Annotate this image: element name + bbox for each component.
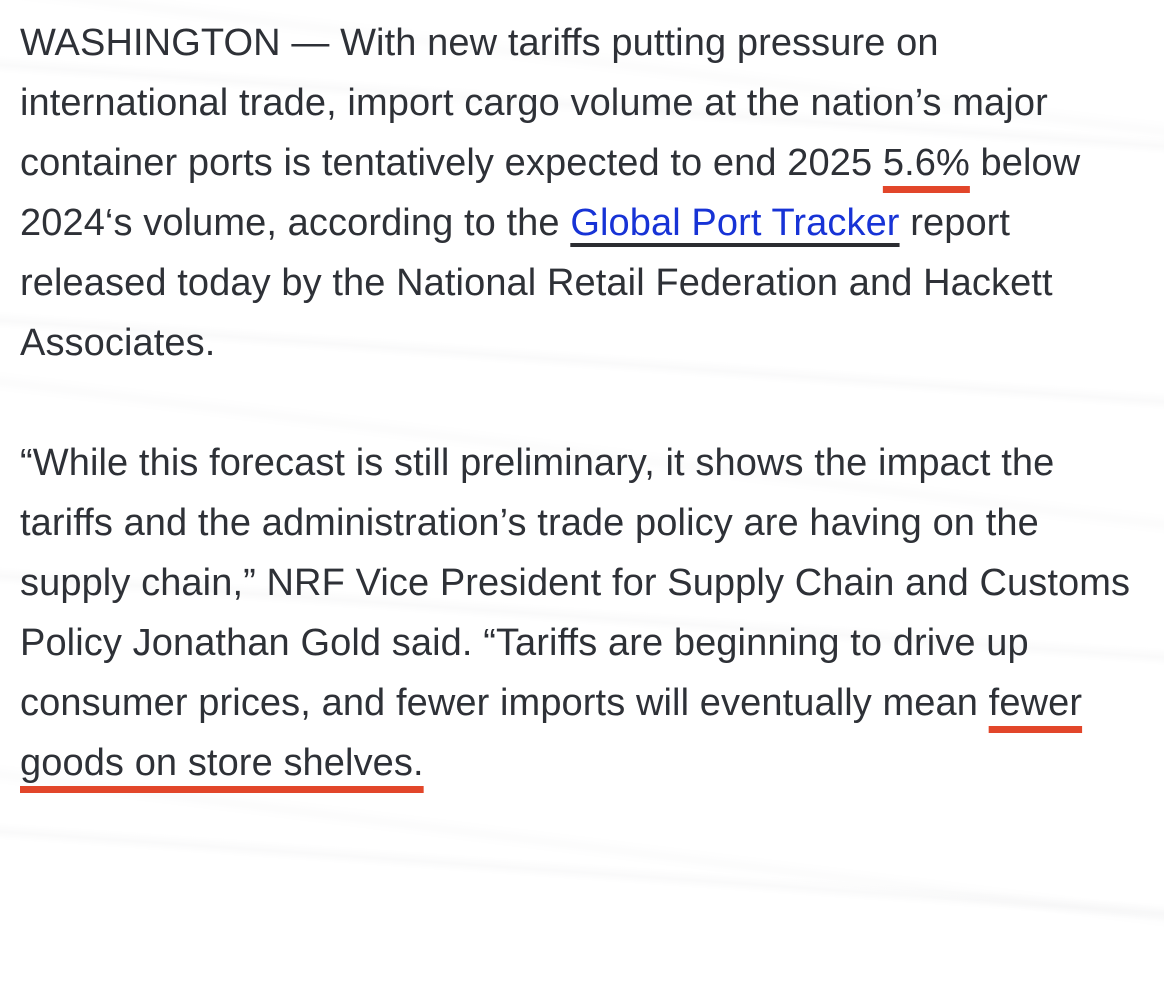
- paragraph-1: WASHINGTON — With new tariffs putting pr…: [20, 13, 1134, 373]
- stat-red-underline: 5.6%: [882, 142, 970, 184]
- global-port-tracker-link[interactable]: Global Port Tracker: [570, 202, 900, 244]
- paragraph-2: “While this forecast is still preliminar…: [20, 433, 1134, 793]
- article-body: WASHINGTON — With new tariffs putting pr…: [20, 13, 1134, 793]
- paragraph-1-tail-text: report released today by the National Re…: [20, 202, 1053, 364]
- paragraph-1-mid-text: below 2024‘s volume, according to the: [20, 142, 1081, 244]
- paragraph-1-lead-text: WASHINGTON — With new tariffs putting pr…: [20, 22, 1048, 184]
- paragraph-2-lead-text: “While this forecast is still preliminar…: [20, 442, 1131, 724]
- highlight-red-underline: fewer goods on store shelves.: [20, 682, 1083, 784]
